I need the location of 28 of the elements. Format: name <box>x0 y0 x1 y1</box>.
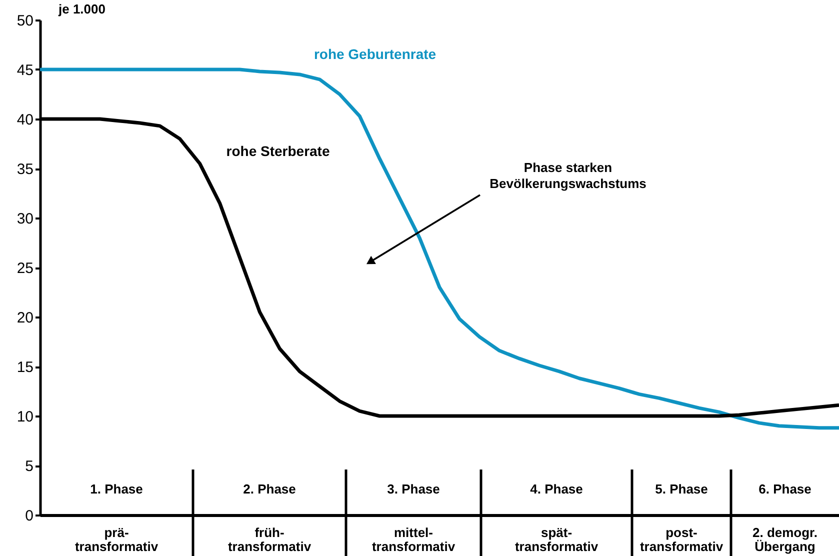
y-tick-label: 20 <box>16 310 34 326</box>
annotation: Phase starken Bevölkerungswachstums <box>490 160 646 191</box>
series-label: rohe Sterberate <box>226 143 330 159</box>
annotation: 6. Phase <box>758 481 812 496</box>
y-tick-label: 0 <box>25 508 34 524</box>
text: mittel- transformativ <box>372 525 456 554</box>
y-tick-label: 10 <box>16 408 34 426</box>
y-tick-label: 25 <box>16 260 34 277</box>
text: spät- transformativ <box>514 525 599 554</box>
text: post- transformativ <box>640 525 724 554</box>
y-axis-title: je 1.000 <box>58 2 106 16</box>
text: früh- transformativ <box>228 525 312 554</box>
annotation: 4. Phase <box>530 481 583 496</box>
text: 2. demogr. Übergang <box>752 525 818 554</box>
text: prä- transformativ <box>74 525 159 554</box>
y-tick-label: 50 <box>16 12 34 30</box>
annotation: 2. Phase <box>243 481 296 496</box>
y-tick-label: 5 <box>25 458 34 475</box>
y-tick-label: 35 <box>16 161 34 178</box>
y-tick-label: 45 <box>16 62 34 79</box>
annotation: 5. Phase <box>655 481 708 496</box>
y-tick-label: 40 <box>16 112 34 128</box>
line-series <box>38 68 839 430</box>
annotation: 1. Phase <box>90 481 143 496</box>
series-label: rohe Geburtenrate <box>314 46 436 62</box>
y-tick-label: 30 <box>16 210 34 228</box>
y-tick-label: 15 <box>16 359 34 376</box>
annotation: 3. Phase <box>387 481 440 496</box>
